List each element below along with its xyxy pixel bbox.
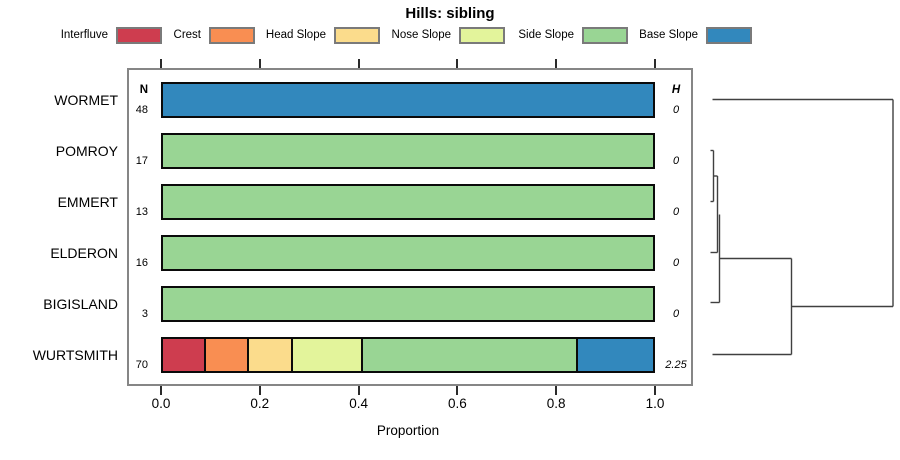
- axis-tick-bottom: [555, 386, 558, 395]
- legend-item-nose-slope: Nose Slope: [392, 26, 505, 44]
- stacked-bar-pomroy: [161, 133, 655, 169]
- h-value-elderon: 0: [672, 257, 680, 269]
- legend-item-head-slope: Head Slope: [266, 26, 380, 44]
- bar-segment-interfluve: [163, 339, 205, 371]
- bar-segment-crest: [204, 339, 248, 371]
- bar-segment-nose-slope: [290, 339, 362, 371]
- axis-tick-bottom: [357, 386, 360, 395]
- axis-tick-bottom: [456, 386, 459, 395]
- stacked-bar-wormet: [161, 82, 655, 118]
- n-column-header: N: [139, 84, 148, 96]
- legend-label: Crest: [173, 29, 201, 41]
- n-value-bigisland: 3: [141, 308, 148, 320]
- bar-segment-head-slope: [247, 339, 291, 371]
- axis-tick-label: 0.2: [250, 396, 270, 411]
- row-label-wormet: WORMET: [54, 92, 118, 108]
- legend-swatch: [209, 26, 255, 44]
- legend-label: Nose Slope: [391, 29, 451, 41]
- bar-segment-side-slope: [361, 339, 576, 371]
- bar-segment-side-slope: [163, 135, 653, 167]
- chart-title: Hills: sibling: [405, 5, 495, 22]
- h-value-wurtsmith: 2.25: [665, 359, 687, 371]
- legend-swatch: [459, 26, 505, 44]
- axis-tick-top: [357, 59, 360, 68]
- axis-tick-label: 1.0: [645, 396, 665, 411]
- legend-label: Head Slope: [265, 29, 326, 41]
- row-label-pomroy: POMROY: [55, 143, 118, 159]
- stacked-bar-emmert: [161, 184, 655, 220]
- axis-tick-top: [555, 59, 558, 68]
- row-label-wurtsmith: WURTSMITH: [32, 347, 118, 363]
- h-value-bigisland: 0: [672, 308, 680, 320]
- legend-item-side-slope: Side Slope: [518, 26, 628, 44]
- plot-frame: [127, 68, 693, 386]
- axis-tick-bottom: [258, 386, 261, 395]
- legend-label: Side Slope: [518, 29, 574, 41]
- legend-item-crest: Crest: [174, 26, 255, 44]
- n-value-wurtsmith: 70: [135, 359, 148, 371]
- stacked-bar-wurtsmith: [161, 337, 655, 373]
- legend-swatch: [706, 26, 752, 44]
- axis-tick-label: 0.6: [448, 396, 467, 411]
- row-label-emmert: EMMERT: [57, 194, 118, 210]
- bar-segment-side-slope: [163, 288, 653, 320]
- axis-tick-top: [654, 59, 656, 68]
- legend-swatch: [334, 26, 380, 44]
- row-label-bigisland: BIGISLAND: [43, 296, 118, 312]
- h-value-emmert: 0: [672, 206, 680, 218]
- legend-label: Interfluve: [60, 29, 108, 41]
- n-value-emmert: 13: [135, 206, 148, 218]
- legend-item-interfluve: Interfluve: [61, 26, 162, 44]
- stacked-bar-bigisland: [161, 286, 655, 322]
- bar-segment-base-slope: [575, 339, 653, 371]
- axis-tick-bottom: [160, 386, 162, 395]
- n-value-wormet: 48: [135, 104, 148, 116]
- axis-tick-label: 0.8: [546, 396, 566, 411]
- row-label-elderon: ELDERON: [50, 245, 118, 261]
- n-value-pomroy: 17: [135, 155, 148, 167]
- legend-item-base-slope: Base Slope: [639, 26, 752, 44]
- bar-segment-base-slope: [163, 84, 653, 116]
- axis-tick-label: 0.0: [151, 396, 171, 411]
- legend-swatch: [116, 26, 162, 44]
- axis-tick-label: 0.4: [349, 396, 368, 411]
- axis-tick-top: [258, 59, 261, 68]
- x-axis-title: Proportion: [376, 423, 440, 438]
- legend-swatch: [582, 26, 628, 44]
- h-column-header: H: [671, 84, 681, 96]
- h-value-pomroy: 0: [672, 155, 680, 167]
- legend-label: Base Slope: [639, 29, 698, 41]
- stacked-bar-elderon: [161, 235, 655, 271]
- n-value-elderon: 16: [135, 257, 148, 269]
- axis-tick-top: [456, 59, 459, 68]
- bar-segment-side-slope: [163, 186, 653, 218]
- axis-tick-bottom: [654, 386, 656, 395]
- axis-tick-top: [160, 59, 162, 68]
- bar-segment-side-slope: [163, 237, 653, 269]
- h-value-wormet: 0: [672, 104, 680, 116]
